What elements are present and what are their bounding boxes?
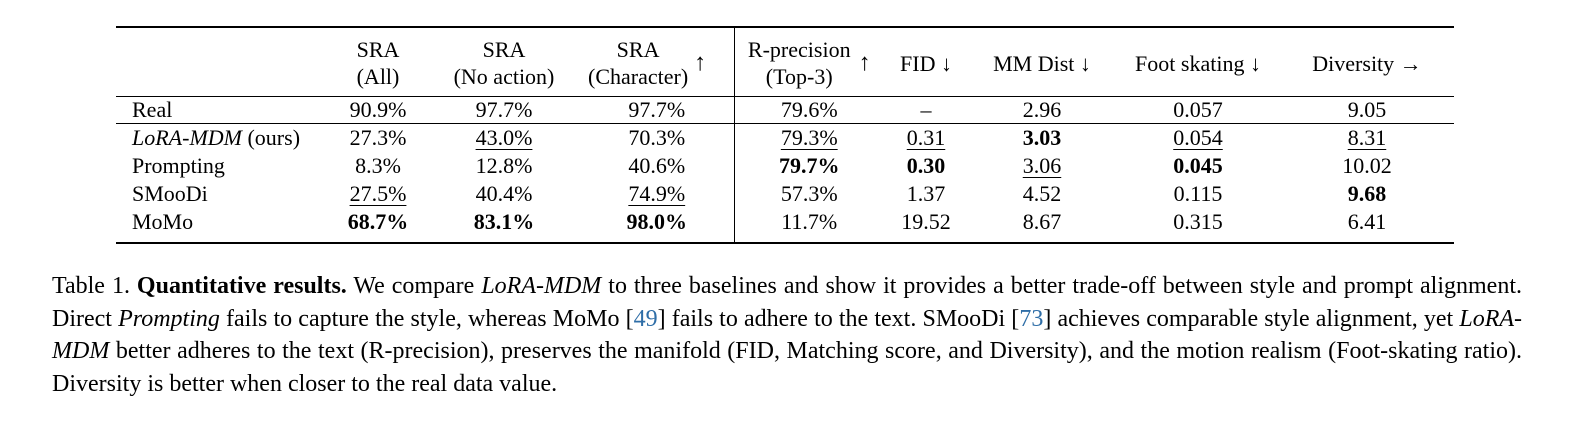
header-diversity: Diversity → (1312, 50, 1422, 76)
citation-link[interactable]: 73 (1019, 305, 1044, 332)
header-foot-skating: Foot skating ↓ (1135, 50, 1261, 76)
method-name: Real (132, 97, 173, 122)
header-mm-dist: MM Dist ↓ (993, 50, 1091, 76)
table-cell: 83.1% (473, 209, 535, 234)
table-cell: 0.057 (1173, 97, 1223, 122)
table-cell: 4.52 (1022, 181, 1062, 206)
table-cell: 57.3% (780, 181, 838, 206)
method-name-prompting: Prompting (118, 305, 220, 332)
table-cell: 8.3% (355, 153, 401, 178)
table-cell: 3.03 (1022, 125, 1062, 150)
table-cell: 9.68 (1347, 181, 1387, 206)
table-cell: 0.315 (1173, 209, 1223, 234)
table-cell: – (920, 97, 932, 122)
table-caption: Table 1. Quantitative results. We compar… (52, 273, 1523, 397)
table-cell: 6.41 (1347, 209, 1387, 234)
table-row: SMooDi 27.5% 40.4% 74.9% 57.3% 1.37 4.52 0.115 9… (116, 180, 1454, 208)
table-cell: 98.0% (580, 208, 735, 243)
table-cell: 79.3% (780, 125, 838, 150)
results-table: SRA (All) SRA (No action) SRA (Character… (116, 26, 1454, 244)
table-cell: 9.05 (1347, 97, 1387, 122)
table-cell: 27.5% (349, 181, 407, 206)
table-cell: 68.7% (347, 209, 409, 234)
table-cell: 70.3% (580, 123, 735, 152)
table-cell: 0.054 (1173, 125, 1223, 150)
table-cell: 1.37 (906, 181, 946, 206)
results-table-container: SRA (All) SRA (No action) SRA (Character… (116, 26, 1454, 244)
up-arrow-icon: ↑ (694, 49, 707, 76)
table-cell: 74.9% (580, 180, 735, 208)
method-name-lora-mdm: LoRA-MDM (52, 305, 1523, 365)
table-cell: 27.3% (349, 125, 407, 150)
table-cell: 11.7% (781, 209, 838, 234)
table-cell: 40.6% (580, 152, 735, 180)
method-name-lora-mdm: LoRA-MDM (481, 273, 602, 299)
table-cell: 8.31 (1347, 125, 1387, 150)
header-sra-all: SRA (All) (356, 37, 400, 89)
header-row: SRA (All) SRA (No action) SRA (Character… (116, 27, 1454, 97)
table-cell: 0.115 (1173, 181, 1223, 206)
header-method (116, 27, 328, 97)
table-cell: 90.9% (349, 97, 407, 122)
table-row-real: Real 90.9% 97.7% 97.7% 79.6% – 2.96 0.05… (116, 96, 1454, 124)
caption-title: Quantitative results. (136, 273, 347, 299)
method-name: SMooDi (132, 181, 208, 206)
up-arrow-icon: ↑ (858, 49, 871, 76)
table-cell: 43.0% (475, 125, 533, 150)
table-row: MoMo 68.7% 83.1% 98.0% 11.7% 19.52 8.67 0.315 6.… (116, 208, 1454, 243)
header-r-precision: R-precision (Top-3) ↑ (747, 37, 871, 89)
caption-label: Table 1. (52, 273, 137, 299)
table-cell: 0.30 (906, 153, 946, 178)
table-cell: 79.7% (779, 153, 840, 178)
method-rows: LoRA-MDM (ours) 27.3% 43.0% 70.3% 79.3% 0.31 3… (116, 123, 1454, 243)
table-row: Prompting 8.3% 12.8% 40.6% 79.7% 0.30 3.06 0.04… (116, 152, 1454, 180)
table-cell: 12.8% (475, 153, 533, 178)
header-sra-no-action: SRA (No action) (453, 37, 555, 89)
citation-link[interactable]: 49 (633, 305, 658, 332)
table-cell: 0.31 (906, 125, 946, 150)
table-row: LoRA-MDM (ours) 27.3% 43.0% 70.3% 79.3% 0.31 3… (116, 123, 1454, 152)
table-cell: 0.045 (1173, 153, 1223, 178)
table-cell: 8.67 (1022, 209, 1062, 234)
table-cell: 79.6% (780, 97, 838, 122)
method-name: MoMo (132, 209, 194, 234)
table-cell: 97.7% (475, 97, 533, 122)
table-cell: 19.52 (901, 209, 951, 234)
table-cell: 97.7% (580, 96, 735, 124)
method-name: Prompting (132, 153, 225, 178)
header-fid: FID ↓ (900, 50, 952, 76)
header-sra-character: SRA (Character) ↑ (580, 27, 735, 97)
table-cell: 3.06 (1022, 153, 1062, 178)
table-cell: 2.96 (1022, 97, 1062, 122)
table-cell: 40.4% (475, 181, 533, 206)
method-name: LoRA-MDM (ours) (132, 125, 301, 150)
table-cell: 10.02 (1342, 153, 1392, 178)
